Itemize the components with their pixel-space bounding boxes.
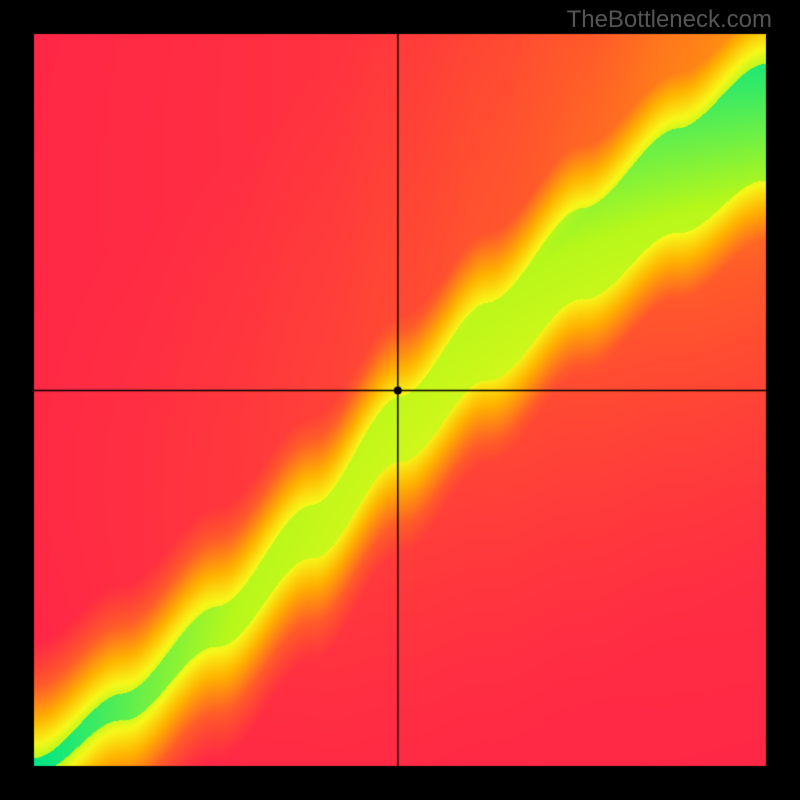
watermark-text: TheBottleneck.com <box>567 6 772 34</box>
bottleneck-heatmap <box>0 0 800 800</box>
